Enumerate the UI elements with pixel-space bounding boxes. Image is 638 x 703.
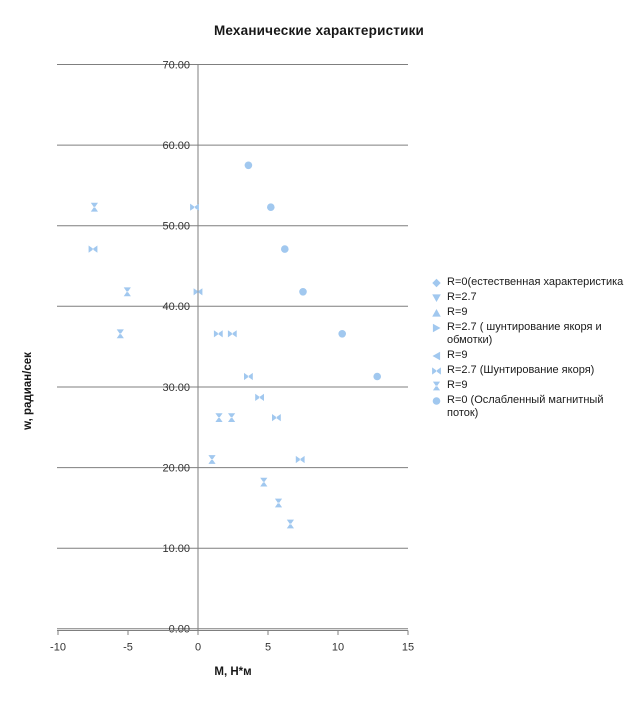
- legend-label: R=0 (Ослабленный магнитный поток): [447, 394, 604, 419]
- diamond-icon: [432, 278, 441, 287]
- data-point-bowtie-v: [228, 413, 236, 422]
- legend-item: R=2.7 ( шунтирование якоря и обмотки): [431, 321, 637, 347]
- x-tick-label: 10: [332, 642, 344, 654]
- data-point-bowtie-v: [123, 287, 131, 297]
- x-tick-label: 5: [265, 642, 271, 654]
- data-point-circle: [281, 245, 289, 253]
- data-point-circle: [267, 203, 275, 211]
- data-point-bowtie-v: [90, 202, 98, 212]
- triangle-right-glyph: [432, 323, 441, 332]
- data-point-bowtie-h: [244, 372, 253, 381]
- y-tick-label: 60.00: [162, 140, 190, 152]
- bowtie-v-glyph: [432, 381, 441, 390]
- legend-label: R=9: [447, 379, 468, 391]
- legend-item: R=9: [431, 379, 637, 392]
- data-point-circle: [338, 330, 347, 338]
- legend-item: R=9: [431, 306, 637, 319]
- data-point-bowtie-h: [227, 330, 237, 338]
- data-point-circle: [244, 161, 253, 170]
- triangle-left-glyph: [432, 351, 441, 360]
- data-point-circle: [299, 288, 307, 296]
- y-tick-label: 50.00: [162, 221, 190, 233]
- legend-item: R=2.7 (Шунтирование якоря): [431, 364, 637, 377]
- data-point-bowtie-v: [116, 329, 124, 339]
- legend-label: R=2.7: [447, 291, 477, 303]
- diamond-glyph: [432, 278, 441, 287]
- legend-label: R=9: [447, 306, 468, 318]
- x-tick-label: 0: [195, 642, 201, 654]
- data-point-bowtie-v: [286, 519, 294, 529]
- triangle-down-icon: [432, 293, 441, 302]
- data-point-bowtie-h: [255, 393, 264, 401]
- data-point-bowtie-h: [193, 288, 203, 296]
- data-point-bowtie-v: [215, 413, 223, 422]
- y-tick-label: 30.00: [162, 382, 190, 394]
- data-point-bowtie-v: [208, 455, 216, 464]
- bowtie-h-glyph: [432, 366, 441, 375]
- x-tick-label: -5: [123, 642, 133, 654]
- legend-label: R=2.7 ( шунтирование якоря и обмотки): [447, 321, 602, 346]
- data-point-bowtie-v: [274, 498, 283, 508]
- legend-item: R=2.7: [431, 291, 637, 304]
- circle-glyph: [432, 396, 441, 405]
- y-tick-label: 10.00: [162, 543, 190, 555]
- data-point-circle: [373, 372, 382, 381]
- y-axis-title: w, радиан/сек: [22, 352, 34, 430]
- data-point-bowtie-h: [88, 245, 98, 253]
- data-point-bowtie-h: [190, 203, 199, 211]
- x-tick-label: 15: [402, 642, 414, 654]
- bowtie-h-icon: [432, 366, 441, 375]
- y-tick-label: 40.00: [162, 301, 190, 313]
- data-point-bowtie-h: [213, 330, 223, 338]
- data-point-bowtie-h: [295, 455, 305, 464]
- legend-label: R=0(естественная характеристика: [447, 276, 624, 288]
- triangle-down-glyph: [432, 293, 441, 302]
- data-point-bowtie-h: [272, 414, 281, 422]
- y-tick-label: 20.00: [162, 463, 190, 475]
- legend-item: R=9: [431, 349, 637, 362]
- x-tick-label: -10: [50, 642, 66, 654]
- legend-label: R=2.7 (Шунтирование якоря): [447, 364, 595, 376]
- legend-item: R=0 (Ослабленный магнитный поток): [431, 394, 637, 420]
- legend-item: R=0(естественная характеристика: [431, 276, 637, 289]
- x-axis-title: M, Н*м: [214, 666, 252, 678]
- data-point-bowtie-v: [260, 477, 268, 487]
- triangle-right-icon: [432, 323, 441, 332]
- legend: R=0(естественная характеристика R=2.7 R=9 R…: [431, 276, 637, 422]
- chart-title: Механические характеристики: [213, 23, 425, 38]
- triangle-up-icon: [432, 308, 441, 317]
- y-tick-label: 70.00: [162, 59, 190, 71]
- legend-label: R=9: [447, 349, 468, 361]
- triangle-up-glyph: [432, 308, 441, 317]
- bowtie-v-icon: [432, 381, 441, 390]
- y-tick-label: 0.00: [169, 624, 190, 636]
- circle-icon: [432, 396, 441, 405]
- triangle-left-icon: [432, 351, 441, 360]
